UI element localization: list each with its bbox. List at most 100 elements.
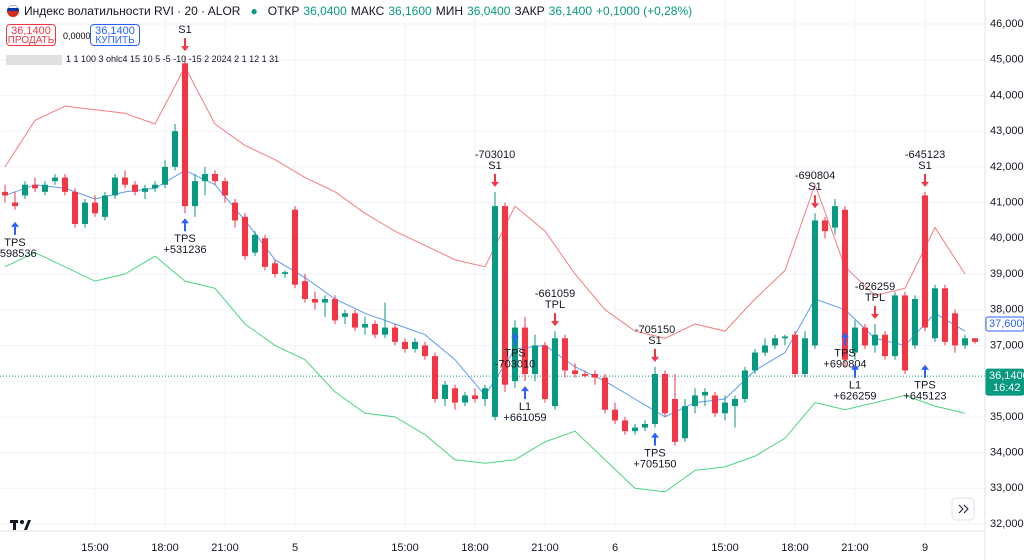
- candle-body: [712, 395, 718, 414]
- candle: [322, 295, 328, 317]
- candle-body: [222, 181, 228, 196]
- candle: [952, 309, 958, 353]
- candle: [342, 309, 348, 324]
- y-tick-label: 40,0000: [990, 232, 1024, 244]
- candle-body: [362, 324, 368, 328]
- signal-arrow: [521, 386, 529, 400]
- candle: [202, 166, 208, 196]
- x-tick-label: 21:00: [841, 542, 869, 554]
- signal-label: -703010: [475, 149, 515, 161]
- signal-label: TPL: [545, 299, 565, 311]
- candle: [372, 320, 378, 339]
- candle: [242, 213, 248, 260]
- buy-button[interactable]: 36,1400 КУПИТЬ: [90, 24, 140, 46]
- candle: [22, 181, 28, 199]
- x-tick-label: 18:00: [151, 542, 179, 554]
- y-tick-label: 44,0000: [990, 89, 1024, 101]
- signal: L1+626259: [833, 364, 877, 403]
- signal-label: +705150: [633, 458, 676, 470]
- candle-body: [592, 374, 598, 378]
- price: 36,1400: [95, 25, 135, 37]
- candle-body: [2, 191, 8, 196]
- scroll-button[interactable]: [951, 497, 975, 521]
- signal-label: TPS: [914, 380, 935, 392]
- candle: [2, 184, 8, 203]
- candle-body: [172, 131, 178, 167]
- candle-body: [412, 341, 418, 349]
- candle-body: [182, 63, 188, 207]
- candle: [422, 341, 428, 360]
- signal-arrow: [651, 432, 659, 446]
- candle: [712, 391, 718, 417]
- candle-body: [622, 420, 628, 432]
- candle-body: [642, 424, 648, 428]
- candle-body: [292, 209, 298, 285]
- candle-body: [912, 299, 918, 346]
- candle: [452, 384, 458, 410]
- x-tick-label: 9: [922, 542, 928, 554]
- y-tick-label: 35,0000: [990, 411, 1024, 423]
- candle-body: [872, 334, 878, 346]
- candle: [592, 370, 598, 385]
- signal: S1: [178, 24, 192, 52]
- symbol-title[interactable]: Индекс волатильности RVI · 20 · ALOR: [24, 4, 241, 18]
- candle: [162, 159, 168, 189]
- candle: [732, 395, 738, 428]
- candle-body: [162, 166, 168, 185]
- candle-body: [632, 427, 638, 432]
- candle-body: [852, 327, 858, 353]
- candle: [542, 341, 548, 403]
- candle-body: [22, 184, 28, 196]
- signal-label: TPS: [174, 233, 195, 245]
- signal-label: -703010: [495, 358, 535, 370]
- value: 36,1600: [388, 4, 432, 18]
- signal-arrow: [11, 221, 19, 235]
- price-label-box: [985, 316, 1024, 332]
- candle-body: [322, 299, 328, 303]
- candle-body: [812, 220, 818, 346]
- price-label-text: 37,6000: [989, 318, 1024, 330]
- sell-button[interactable]: 36,1400 ПРОДАТЬ: [6, 24, 56, 46]
- candle: [232, 199, 238, 228]
- candle: [292, 206, 298, 289]
- candle: [932, 284, 938, 342]
- candle-body: [582, 374, 588, 376]
- signal-label: +661059: [503, 412, 546, 424]
- candle-body: [262, 238, 268, 267]
- indicator-params[interactable]: 1 1 100 3 ohlc4 15 10 5 -5 -10 -15 2 202…: [66, 54, 280, 64]
- candle: [582, 370, 588, 378]
- signal-arrow: [491, 173, 499, 187]
- candle: [352, 309, 358, 332]
- candle: [172, 124, 178, 171]
- candle: [512, 320, 518, 389]
- candle: [832, 199, 838, 235]
- price-label: 37,6000: [985, 316, 1024, 332]
- candle-body: [192, 181, 198, 207]
- x-tick-label: 15:00: [81, 542, 109, 554]
- y-tick-label: 41,0000: [990, 196, 1024, 208]
- signal-label: +626259: [833, 391, 876, 403]
- candle-body: [782, 336, 788, 339]
- candle: [802, 331, 808, 378]
- signal-label: S1: [488, 160, 501, 172]
- x-tick-label: 6: [612, 542, 618, 554]
- candle-body: [732, 399, 738, 407]
- candle-body: [772, 338, 778, 346]
- candle-body: [392, 327, 398, 342]
- signal: TPS+645123: [903, 364, 947, 403]
- candle: [332, 295, 338, 324]
- candle-body: [242, 216, 248, 257]
- candle-body: [552, 338, 558, 407]
- signal-arrow: [871, 306, 879, 319]
- value: 36,0400: [303, 4, 347, 18]
- flag: [7, 5, 19, 17]
- candle-body: [92, 202, 98, 214]
- candle: [72, 188, 78, 228]
- candle: [762, 338, 768, 357]
- signal-label: L1: [519, 401, 531, 413]
- signal: TPS+531236: [163, 218, 207, 256]
